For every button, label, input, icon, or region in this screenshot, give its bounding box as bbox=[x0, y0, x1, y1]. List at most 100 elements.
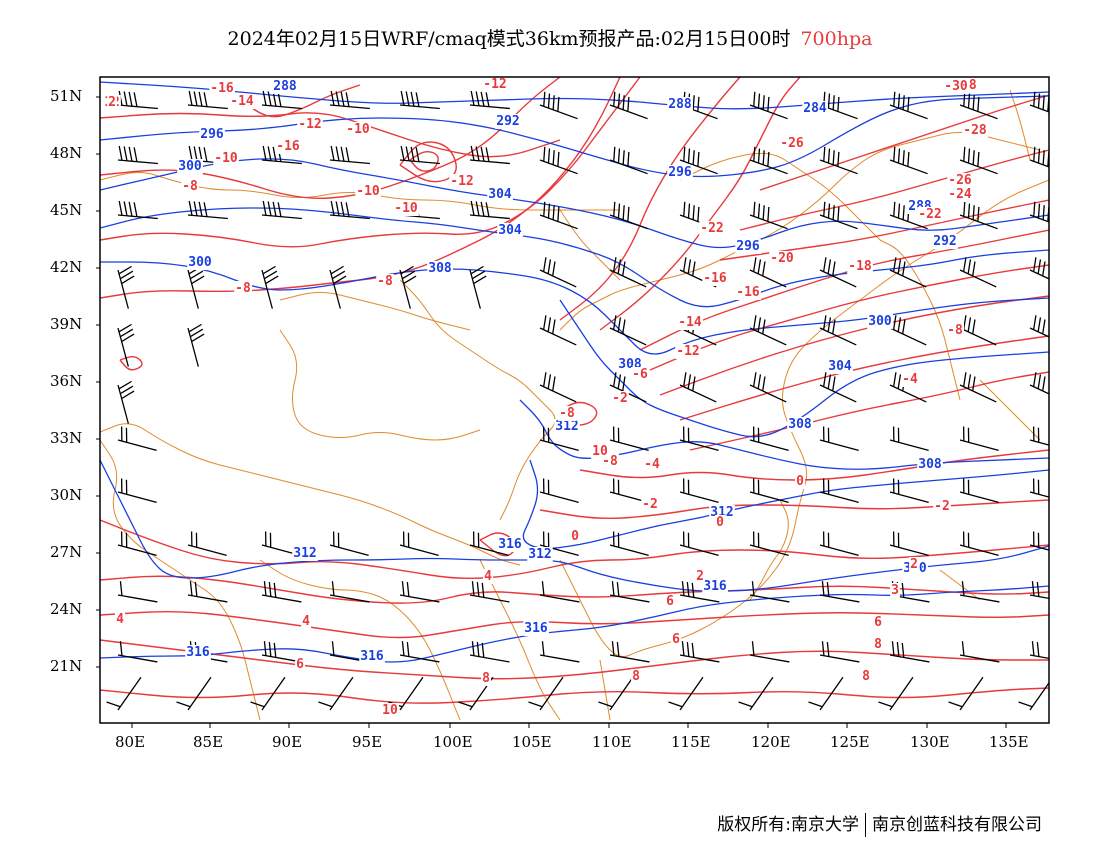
contour-label-background bbox=[802, 101, 828, 116]
wind-barb-flag bbox=[697, 151, 700, 167]
wind-barb-flag bbox=[821, 581, 825, 596]
wind-barb-shaft bbox=[187, 269, 199, 309]
contour-value-label: 292 bbox=[933, 234, 956, 249]
contour-value-label: -26 bbox=[780, 136, 804, 151]
wind-barb-shaft bbox=[959, 676, 984, 711]
wind-barb-flag bbox=[757, 148, 761, 164]
wind-barb-flag bbox=[400, 145, 405, 161]
contour-label-background bbox=[381, 703, 399, 718]
wind-barb-shaft bbox=[749, 654, 790, 663]
wind-barb-flag bbox=[123, 146, 128, 161]
wind-barb-shaft bbox=[749, 384, 787, 403]
geopotential-isoline bbox=[100, 261, 1049, 355]
wind-barb-shaft bbox=[609, 159, 648, 175]
contour-label-background bbox=[523, 621, 549, 636]
wind-barb-flag bbox=[611, 581, 615, 596]
contour-value-label: 4 bbox=[484, 569, 492, 584]
wind-barb-flag bbox=[823, 201, 826, 217]
contour-value-label: 296 bbox=[200, 127, 224, 142]
wind-barb-flag bbox=[267, 201, 272, 216]
contour-value-label: -14 bbox=[678, 315, 702, 330]
contour-value-label: -16 bbox=[210, 81, 234, 96]
copyright-right: 南京创蓝科技有限公司 bbox=[872, 815, 1042, 835]
wind-barb-flag bbox=[273, 582, 277, 598]
contour-label-background bbox=[345, 122, 371, 137]
contour-value-label: 288 bbox=[668, 97, 692, 112]
wind-barb-flag bbox=[751, 581, 755, 596]
wind-barb-flag bbox=[401, 581, 405, 596]
contour-label-background bbox=[297, 117, 323, 132]
contour-value-label: 292 bbox=[496, 114, 519, 129]
wind-barb-flag bbox=[552, 376, 556, 392]
wind-barb-flag bbox=[1037, 203, 1041, 219]
wind-barb-shaft bbox=[819, 654, 860, 663]
wind-barb-flag bbox=[1042, 95, 1045, 110]
wind-barb-flag bbox=[972, 95, 975, 110]
wind-barb-flag bbox=[471, 641, 475, 656]
wind-barb-flag bbox=[1018, 701, 1033, 708]
wind-barb-shaft bbox=[749, 439, 789, 451]
wind-barb-flag bbox=[118, 265, 132, 275]
wind-barb-flag bbox=[262, 265, 276, 275]
contour-value-label: -8 bbox=[947, 323, 963, 338]
wind-barb-shaft bbox=[117, 327, 129, 367]
wind-barb-shaft bbox=[261, 676, 286, 711]
wind-barb-shaft bbox=[261, 594, 302, 603]
wind-barb-flag bbox=[333, 275, 347, 285]
wind-barb-flag bbox=[262, 200, 267, 216]
contour-label-background bbox=[677, 315, 703, 330]
wind-barb-shaft bbox=[609, 327, 647, 346]
footer-divider bbox=[865, 813, 866, 837]
wind-barb-shaft bbox=[539, 327, 577, 346]
contour-value-label: 300 bbox=[868, 314, 892, 329]
wind-barb-flag bbox=[891, 641, 895, 656]
contour-label-background bbox=[769, 251, 795, 266]
wind-barb-flag bbox=[410, 91, 415, 107]
wind-barb-flag bbox=[682, 372, 687, 387]
wind-barb-flag bbox=[752, 315, 757, 330]
temperature-isotherm bbox=[539, 499, 1049, 520]
wind-barb-flag bbox=[123, 201, 128, 216]
contour-label-background bbox=[481, 671, 492, 686]
wind-barb-flag bbox=[972, 376, 976, 392]
wind-barb-flag bbox=[616, 582, 620, 597]
wind-barb-shaft bbox=[469, 269, 481, 309]
wind-barb-flag bbox=[967, 93, 971, 109]
wind-barb-flag bbox=[878, 701, 893, 708]
contour-label-background bbox=[187, 255, 213, 270]
contour-label-background bbox=[570, 529, 581, 544]
contour-label-background bbox=[199, 127, 225, 142]
wind-barb-flag bbox=[668, 701, 683, 708]
wind-barb-flag bbox=[410, 146, 415, 162]
contour-value-label: 296 bbox=[736, 239, 760, 254]
wind-barb-flag bbox=[907, 96, 910, 112]
wind-barb-flag bbox=[738, 701, 753, 708]
contour-value-label: 3 bbox=[891, 583, 899, 598]
wind-barb-flag bbox=[476, 642, 480, 657]
wind-barb-flag bbox=[475, 201, 480, 216]
border-line bbox=[100, 439, 261, 721]
wind-barb-flag bbox=[827, 317, 832, 332]
wind-barb-flag bbox=[272, 146, 277, 162]
contour-label-background bbox=[943, 79, 969, 94]
contour-value-label: -10 bbox=[356, 184, 380, 199]
wind-barb-shaft bbox=[959, 159, 998, 175]
contour-label-background bbox=[779, 136, 805, 151]
contour-label-background bbox=[947, 173, 973, 188]
wind-barb-flag bbox=[757, 203, 761, 219]
wind-barb-shaft bbox=[469, 594, 510, 603]
wind-barb-flag bbox=[612, 315, 617, 330]
contour-value-label: 312 bbox=[528, 547, 551, 562]
wind-barb-flag bbox=[757, 93, 761, 109]
wind-barb-flag bbox=[403, 275, 417, 285]
contour-label-background bbox=[487, 187, 513, 202]
wind-barb-shaft bbox=[539, 654, 580, 663]
contour-value-label: -12 bbox=[676, 344, 699, 359]
wind-barb-shaft bbox=[1029, 681, 1049, 711]
lat-label: 21N bbox=[50, 657, 83, 675]
contour-label-background bbox=[107, 95, 117, 110]
contour-value-label: 284 bbox=[803, 101, 827, 116]
contour-label-background bbox=[591, 444, 609, 459]
wind-barb-shaft bbox=[959, 384, 997, 403]
